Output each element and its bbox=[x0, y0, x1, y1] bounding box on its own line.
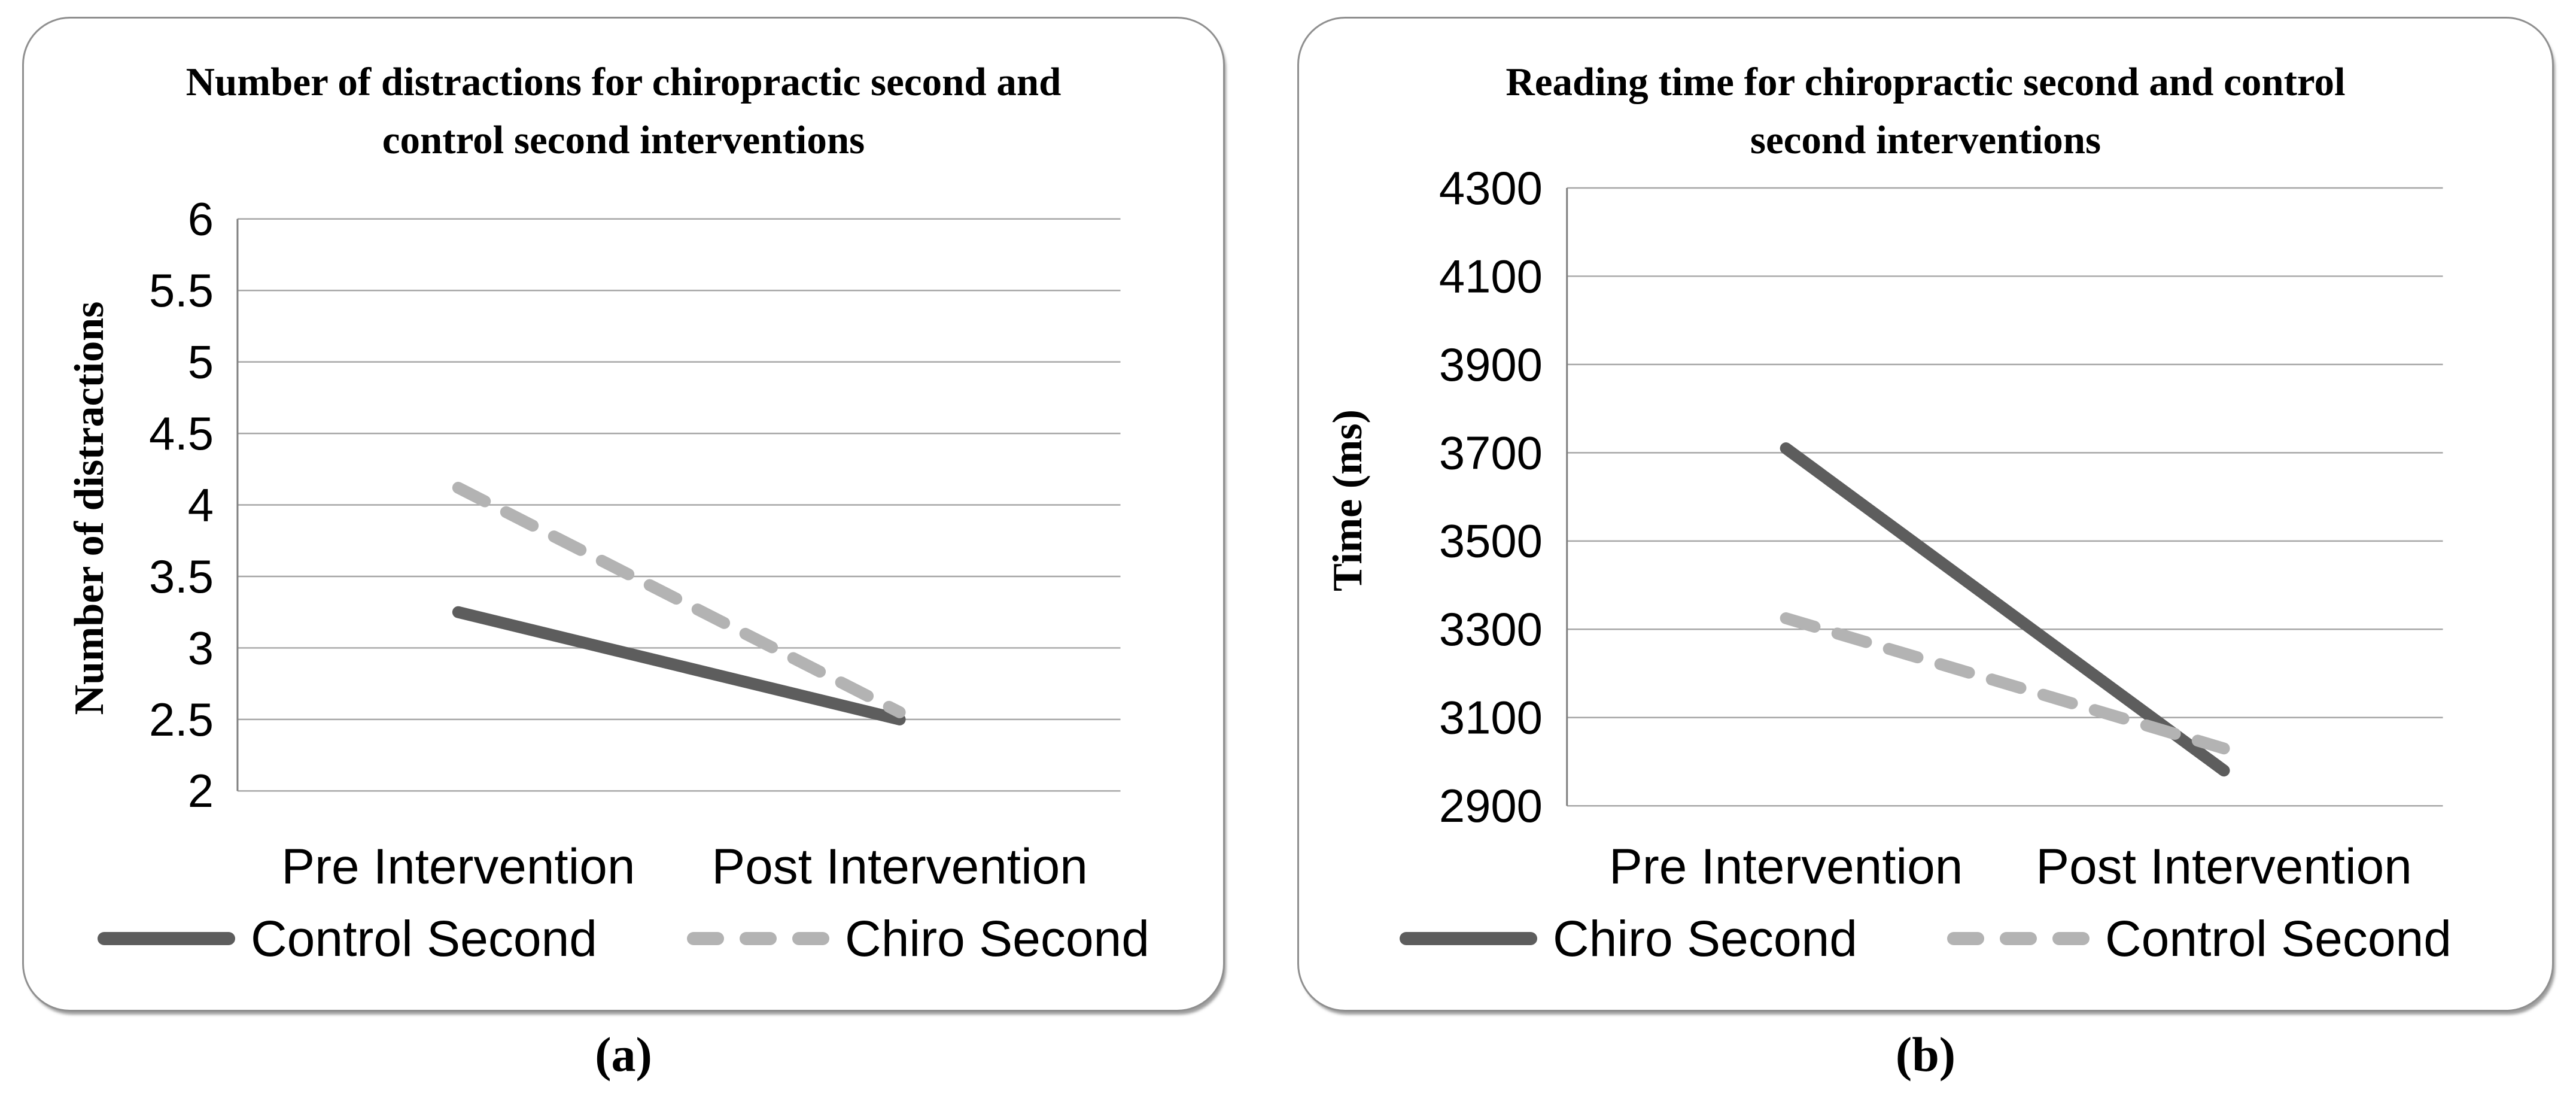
chart-title: Number of distractions for chiropractic … bbox=[24, 53, 1223, 169]
series-line-dashed bbox=[1780, 612, 2230, 755]
y-tick-label: 3900 bbox=[1439, 339, 1543, 391]
legend-label: Control Second bbox=[251, 910, 598, 967]
y-tick-label: 4100 bbox=[1439, 251, 1543, 302]
chart-title-line-1: Number of distractions for chiropractic … bbox=[185, 60, 1062, 104]
legend-label: Chiro Second bbox=[1553, 910, 1857, 967]
y-tick-label: 6 bbox=[188, 194, 214, 245]
legend-item: Control Second bbox=[98, 913, 597, 964]
x-category-label: Pre Intervention bbox=[281, 838, 635, 894]
chart-title: Reading time for chiropractic second and… bbox=[1299, 53, 2552, 169]
legend-item: Control Second bbox=[1947, 913, 2452, 964]
y-tick-label: 4300 bbox=[1439, 163, 1543, 214]
legend-label: Control Second bbox=[2104, 910, 2452, 967]
x-category-label: Pre Intervention bbox=[1609, 838, 1963, 894]
chart-title-line-1: Reading time for chiropractic second and… bbox=[1506, 60, 2346, 104]
y-tick-label: 4 bbox=[188, 479, 214, 531]
legend-swatch-solid-line bbox=[98, 932, 235, 945]
figure-caption-a: (a) bbox=[595, 1027, 652, 1082]
legend-swatch-dashed-line bbox=[687, 932, 830, 945]
figure-caption-b: (b) bbox=[1895, 1027, 1956, 1082]
series-line-solid bbox=[452, 606, 906, 725]
legend-label: Chiro Second bbox=[845, 910, 1149, 967]
legend-item: Chiro Second bbox=[687, 913, 1149, 964]
legend: Control Second Chiro Second bbox=[24, 906, 1223, 971]
legend-swatch-dashed-line bbox=[1947, 932, 2090, 945]
chart-title-line-2: second interventions bbox=[1750, 118, 2101, 163]
chart-panel-a: Number of distractions for chiropractic … bbox=[22, 17, 1225, 1012]
chart-title-line-2: control second interventions bbox=[382, 118, 865, 163]
y-tick-label: 2900 bbox=[1439, 781, 1543, 832]
legend: Chiro Second Control Second bbox=[1299, 906, 2552, 971]
y-tick-label: 2.5 bbox=[149, 694, 214, 746]
chart-panel-b: Reading time for chiropractic second and… bbox=[1297, 17, 2554, 1012]
y-tick-label: 3700 bbox=[1439, 427, 1543, 479]
y-tick-label: 2 bbox=[188, 766, 214, 817]
y-tick-label: 3300 bbox=[1439, 604, 1543, 655]
y-tick-label: 3100 bbox=[1439, 693, 1543, 744]
legend-item: Chiro Second bbox=[1400, 913, 1857, 964]
y-tick-label: 5.5 bbox=[149, 265, 214, 317]
y-tick-label: 3.5 bbox=[149, 551, 214, 603]
legend-swatch-solid-line bbox=[1400, 932, 1537, 945]
line-chart-reading-time: 4300 4100 3900 3700 3500 3300 3100 2900 Pre Inte… bbox=[1439, 163, 2443, 894]
x-category-label: Post Intervention bbox=[2036, 838, 2412, 894]
line-chart-distractions: 6 5.5 5 4.5 4 3.5 3 2.5 2 Pre Intervention Post In… bbox=[149, 194, 1121, 894]
series-line-dashed bbox=[452, 481, 906, 718]
x-category-label: Post Intervention bbox=[711, 838, 1087, 894]
y-tick-label: 3500 bbox=[1439, 516, 1543, 567]
y-tick-label: 5 bbox=[188, 337, 214, 388]
y-tick-label: 3 bbox=[188, 623, 214, 674]
series-line-solid bbox=[1780, 442, 2230, 777]
y-tick-label: 4.5 bbox=[149, 408, 214, 460]
